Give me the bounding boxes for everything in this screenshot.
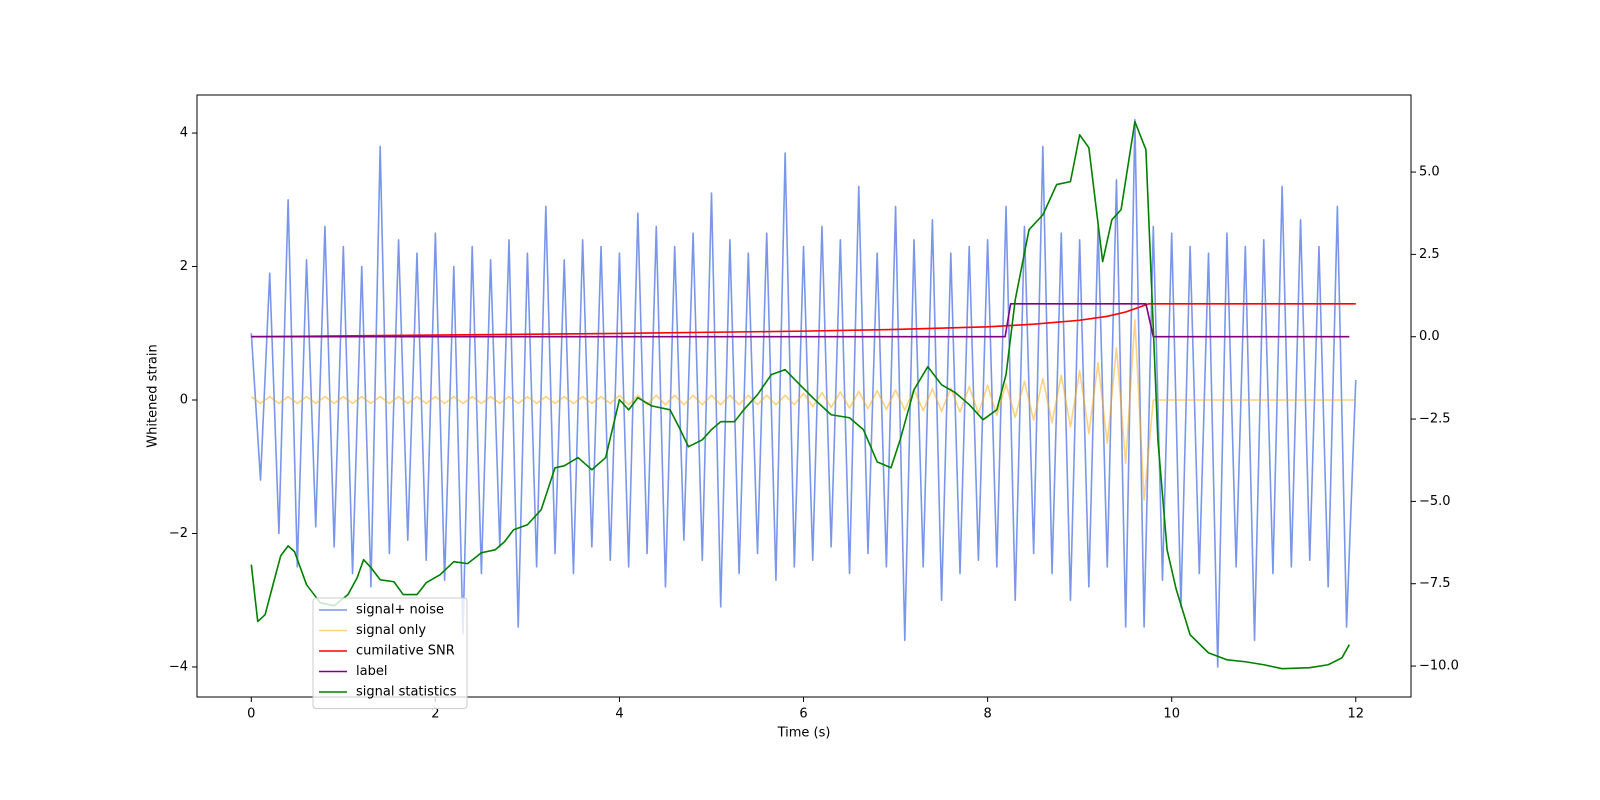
- series-line: [250, 118, 1357, 668]
- y-axis-label: Whitened strain: [146, 344, 161, 447]
- series-line: [251, 302, 1356, 338]
- x-tick-label: 8: [983, 707, 991, 722]
- series-line: [250, 319, 1356, 501]
- y2-tick-label: −5.0: [1419, 494, 1451, 509]
- y2-tick-label: −2.5: [1419, 412, 1451, 427]
- legend-label: signal only: [356, 623, 426, 638]
- y2-tick-label: −7.5: [1419, 576, 1451, 591]
- legend-label: signal statistics: [356, 685, 457, 700]
- legend-label: label: [356, 664, 387, 679]
- y-tick-label: 2: [180, 259, 188, 274]
- series-line: [251, 302, 1350, 338]
- legend-label: signal+ noise: [356, 603, 444, 618]
- y-tick-label: 0: [180, 393, 188, 408]
- y2-tick-label: 0.0: [1419, 329, 1440, 344]
- y-tick-label: −4: [169, 659, 188, 674]
- y2-tick-label: 2.5: [1419, 247, 1440, 262]
- legend-label: cumilative SNR: [356, 644, 455, 659]
- y2-tick-label: 5.0: [1419, 165, 1440, 180]
- series-line: [250, 120, 1351, 670]
- x-tick-label: 0: [247, 707, 255, 722]
- x-tick-label: 6: [799, 707, 807, 722]
- x-tick-label: 10: [1163, 707, 1180, 722]
- y-tick-label: 4: [180, 126, 188, 141]
- x-tick-label: 2: [431, 707, 439, 722]
- x-tick-label: 12: [1348, 707, 1365, 722]
- legend: signal+ noise signal only cumilative SNR la…: [312, 597, 468, 709]
- x-tick-label: 4: [615, 707, 623, 722]
- x-axis-label: Time (s): [777, 726, 831, 741]
- legend-frame: [312, 597, 468, 709]
- y2-tick-label: −10.0: [1419, 659, 1459, 674]
- y-tick-label: −2: [169, 526, 188, 541]
